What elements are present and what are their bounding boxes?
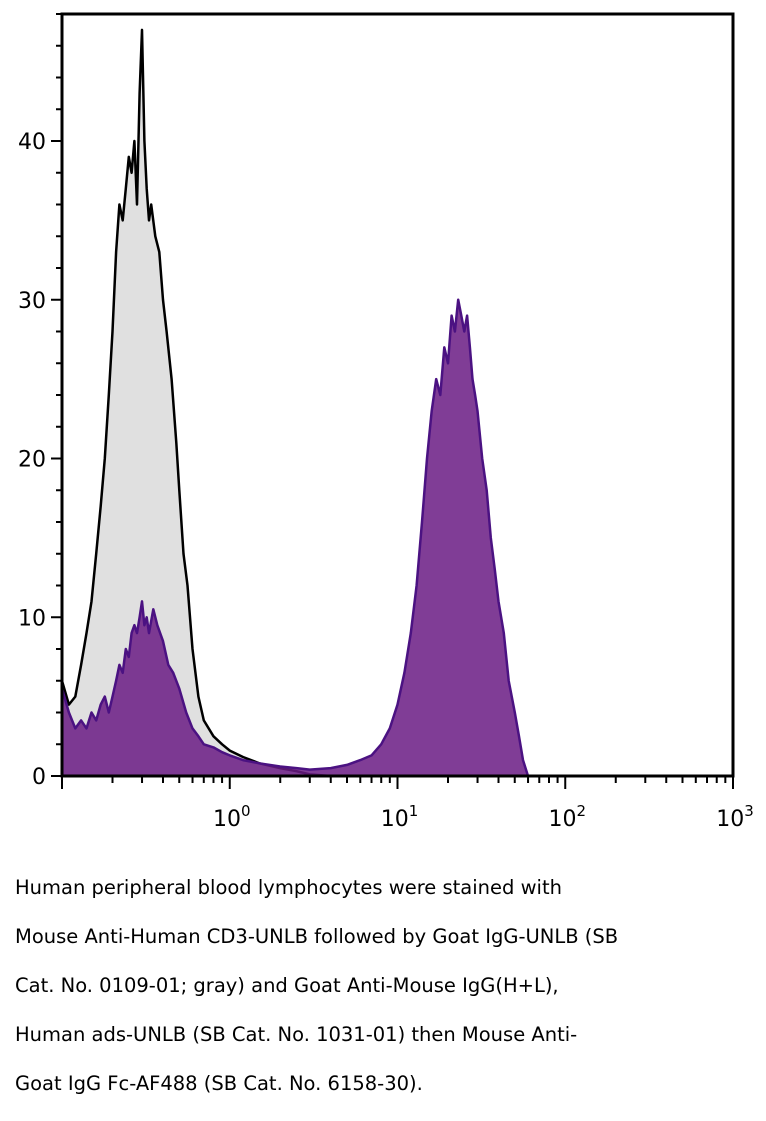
- x-tick-label: 102: [548, 802, 586, 832]
- figure-caption: Human peripheral blood lymphocytes were …: [15, 851, 735, 1121]
- caption-line: Mouse Anti-Human CD3-UNLB followed by Go…: [15, 924, 619, 948]
- caption-line: Goat IgG Fc-AF488 (SB Cat. No. 6158-30).: [15, 1071, 423, 1095]
- histogram-chart: 0 10 20 30 40 100 101 102 103: [18, 12, 754, 832]
- y-tick-label: 10: [18, 606, 46, 631]
- y-tick-label: 40: [18, 130, 46, 155]
- series-line-1: [62, 298, 530, 776]
- series-area-0: [62, 29, 331, 776]
- y-tick-label: 30: [18, 289, 46, 314]
- series-line-0: [62, 28, 331, 776]
- caption-line: Human peripheral blood lymphocytes were …: [15, 875, 562, 899]
- x-tick-label: 103: [716, 802, 754, 832]
- y-tick-label: 20: [18, 448, 46, 473]
- series-area-1: [62, 299, 528, 776]
- x-axis: 100 101 102 103: [61, 776, 754, 832]
- y-axis: 0 10 20 30 40: [18, 13, 62, 790]
- caption-line: Human ads-UNLB (SB Cat. No. 1031-01) the…: [15, 1022, 578, 1046]
- x-tick-label: 101: [381, 802, 419, 832]
- x-tick-label: 100: [213, 802, 251, 832]
- series-layer: [62, 28, 530, 776]
- y-tick-label: 0: [32, 765, 46, 790]
- caption-line: Cat. No. 0109-01; gray) and Goat Anti-Mo…: [15, 973, 559, 997]
